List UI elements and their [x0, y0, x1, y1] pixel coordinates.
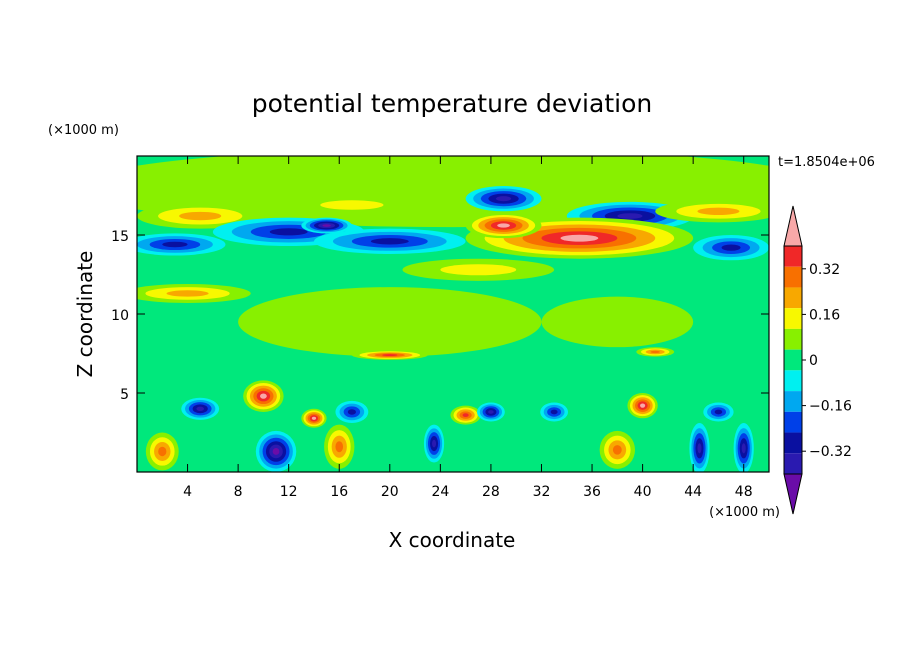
colorbar-band [784, 391, 802, 412]
contour-region-17-level-5 [382, 354, 398, 357]
x-axis-ticks: 4 8 12 16 20 24 28 32 36 40 44 48 [183, 156, 753, 500]
x-axis-unit: (×1000 m) [709, 505, 780, 520]
contour-region-33-level-4 [335, 441, 344, 453]
x-tick-label: 48 [735, 484, 753, 500]
y-tick-label: 15 [111, 229, 129, 245]
colorbar-top-arrow [783, 205, 803, 247]
contour-region-10-level-5 [617, 213, 643, 219]
x-tick-label: 44 [684, 484, 702, 500]
colorbar-tick-label: −0.16 [809, 399, 852, 415]
x-tick-label: 32 [533, 484, 551, 500]
contour-region-5-level-4 [269, 228, 308, 236]
contour-region-6-level-6 [322, 224, 331, 227]
contour-region-3-level-3 [179, 211, 222, 221]
contour-region-23-level-5 [196, 406, 204, 412]
x-tick-label: 16 [330, 484, 348, 500]
colorbar-band [784, 453, 802, 474]
contour-region-13-level-6 [497, 223, 510, 228]
contour-region-8-level-2 [320, 200, 384, 210]
colorbar-bottom-arrow [783, 473, 803, 515]
x-tick-label: 36 [583, 484, 601, 500]
colorbar-band [784, 328, 802, 350]
contour-region-16-level-4 [721, 244, 741, 251]
contour-region-22-level-5 [462, 413, 469, 418]
chart-title: potential temperature deviation [252, 89, 652, 118]
colorbar-band [784, 411, 802, 433]
y-axis-label: Z coordinate [73, 251, 97, 378]
colorbar-band [784, 349, 802, 371]
contour-region-31-level-5 [432, 439, 437, 448]
contour-region-27-level-4 [714, 409, 723, 415]
contour-field [137, 156, 769, 472]
x-tick-label: 20 [381, 484, 399, 500]
colorbar-band [784, 246, 802, 267]
colorbar-tick-label: 0 [809, 353, 818, 369]
colorbar: 0.32 0.16 0 −0.16 −0.32 [783, 205, 852, 515]
contour-region-2-level-1 [541, 296, 694, 348]
colorbar-band [784, 432, 802, 454]
time-label: t=1.8504e+06 [778, 155, 875, 170]
contour-region-30-level-5 [741, 443, 746, 454]
y-tick-label: 5 [120, 387, 129, 403]
contour-region-14-level-3 [166, 290, 209, 297]
contour-region-15-level-2 [440, 264, 517, 276]
y-tick-label: 10 [111, 308, 129, 324]
y-axis-ticks: 5 10 15 [111, 229, 769, 403]
contour-region-12-level-6 [560, 234, 599, 242]
colorbar-band [784, 370, 802, 392]
colorbar-tick-label: −0.32 [809, 444, 852, 460]
colorbar-band [784, 308, 802, 329]
contour-region-20-level-6 [311, 416, 317, 420]
contour-region-34-level-4 [612, 445, 622, 455]
contour-region-21-level-6 [640, 403, 646, 408]
contour-region-28-level-6 [272, 448, 280, 455]
x-tick-label: 12 [280, 484, 298, 500]
contour-region-26-level-4 [550, 409, 558, 415]
x-axis-label: X coordinate [389, 528, 516, 552]
colorbar-band [784, 287, 802, 309]
colorbar-tick-label: 0.32 [809, 262, 840, 278]
x-tick-label: 4 [183, 484, 192, 500]
contour-region-4-level-4 [162, 241, 188, 248]
contour-region-24-level-4 [347, 409, 356, 415]
colorbar-band [784, 266, 802, 288]
contour-region-29-level-5 [697, 443, 702, 454]
contour-region-7-level-4 [370, 238, 409, 245]
colorbar-tick-label: 0.16 [809, 307, 840, 323]
x-tick-label: 24 [431, 484, 449, 500]
x-tick-label: 40 [634, 484, 652, 500]
contour-region-18-level-4 [650, 350, 660, 354]
contour-region-25-level-5 [488, 410, 494, 414]
x-tick-label: 28 [482, 484, 500, 500]
contour-region-19-level-6 [260, 393, 267, 399]
y-axis-unit: (×1000 m) [48, 123, 119, 138]
contour-region-11-level-3 [697, 207, 740, 215]
contour-region-1-level-1 [238, 287, 542, 357]
x-tick-label: 8 [234, 484, 243, 500]
contour-region-9-level-5 [495, 196, 512, 202]
contour-region-32-level-4 [158, 446, 167, 457]
